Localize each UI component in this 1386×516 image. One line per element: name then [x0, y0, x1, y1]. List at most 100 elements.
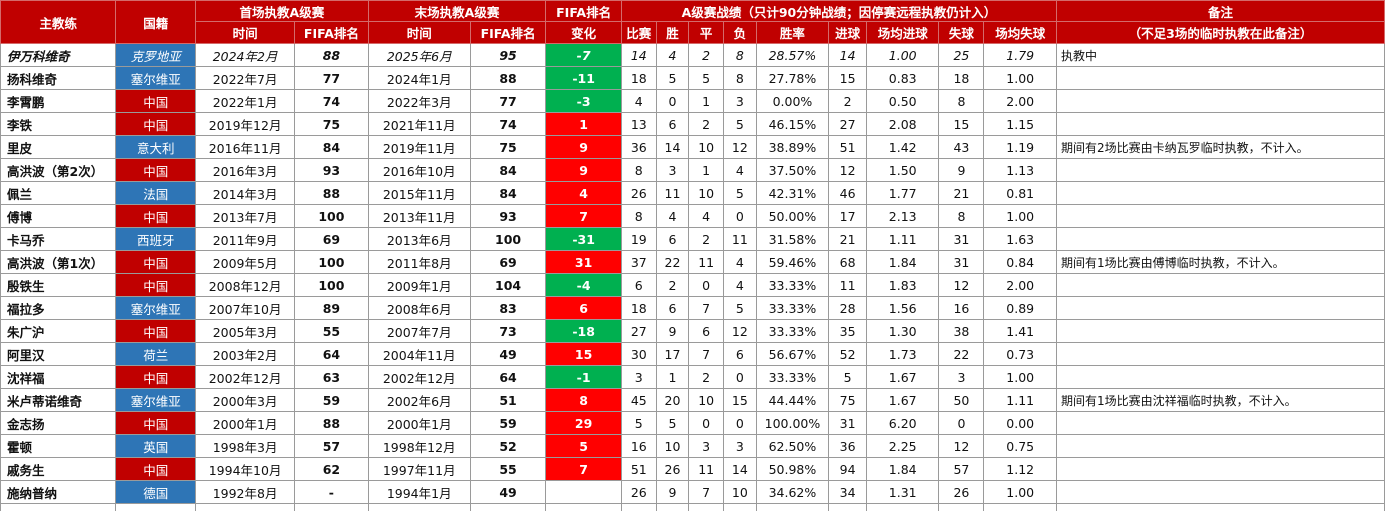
last-rank-cell: 84 — [469, 181, 547, 205]
draws-cell: 2 — [688, 112, 725, 136]
goals-against-cell: 57 — [938, 457, 985, 481]
table-row: 阿里汉 荷兰 2003年2月 64 2004年11月 49 15 30 17 7 6 56.67% 52… — [0, 342, 1385, 366]
last-rank-cell: 73 — [469, 319, 547, 343]
goals-for-cell: 36 — [828, 434, 867, 458]
table-row: 霍顿 英国 1998年3月 57 1998年12月 52 5 16 10 3 3 62.50% 36 2.… — [0, 434, 1385, 458]
last-rank-cell: 51 — [469, 388, 547, 412]
first-rank-cell: 63 — [294, 365, 369, 389]
losses-cell: 5 — [723, 181, 757, 205]
last-time-cell: 2011年8月 — [367, 250, 471, 274]
last-rank-cell: 55 — [469, 457, 547, 481]
coach-name-cell: 高洪波（第2次） — [0, 158, 117, 182]
rank-change-cell — [545, 480, 622, 504]
nationality-cell: 克罗地亚 — [115, 43, 197, 67]
avg-goals-against-cell: 1.79 — [983, 43, 1058, 67]
coach-name-cell: 高洪波（第1次） — [0, 250, 117, 274]
last-rank-cell: 59 — [469, 411, 547, 435]
table-body: 伊万科维奇 克罗地亚 2024年2月 88 2025年6月 95 -7 14 4 2 8 28.57%… — [0, 43, 1385, 511]
nationality-cell: 塞尔维亚 — [115, 296, 197, 320]
coach-name-cell: 米卢蒂诺维奇 — [0, 388, 117, 412]
last-rank-cell: 93 — [469, 204, 547, 228]
matches-cell: 13 — [620, 112, 657, 136]
col-header-win-rate: 胜率 — [755, 21, 830, 44]
last-time-cell: 2007年7月 — [367, 319, 471, 343]
matches-cell: 45 — [620, 388, 657, 412]
losses-cell: 6 — [723, 342, 757, 366]
losses-cell: 4 — [723, 273, 757, 297]
draws-cell: 4 — [688, 204, 725, 228]
draws-cell: 10 — [688, 388, 725, 412]
first-rank-cell: 100 — [294, 204, 369, 228]
first-time-cell: 2005年3月 — [195, 319, 296, 343]
avg-goals-for-cell: 1.83 — [865, 273, 940, 297]
last-rank-cell: 49 — [469, 480, 547, 504]
note-cell — [1056, 319, 1385, 343]
goals-for-cell: 94 — [828, 457, 867, 481]
win-rate-cell: 56.67% — [755, 342, 830, 366]
empty-cell — [620, 503, 657, 511]
last-time-cell: 1994年1月 — [367, 480, 471, 504]
note-cell — [1056, 411, 1385, 435]
group-header-note: 备注 — [1056, 0, 1385, 22]
losses-cell: 8 — [723, 43, 757, 67]
losses-cell: 0 — [723, 411, 757, 435]
win-rate-cell: 34.62% — [755, 480, 830, 504]
goals-against-cell: 8 — [938, 204, 985, 228]
win-rate-cell: 59.46% — [755, 250, 830, 274]
avg-goals-against-cell: 1.00 — [983, 66, 1058, 90]
last-rank-cell: 49 — [469, 342, 547, 366]
losses-cell: 12 — [723, 135, 757, 159]
note-cell — [1056, 434, 1385, 458]
note-cell — [1056, 296, 1385, 320]
last-rank-cell: 100 — [469, 227, 547, 251]
first-rank-cell: 93 — [294, 158, 369, 182]
first-time-cell: 2003年2月 — [195, 342, 296, 366]
last-time-cell: 2013年6月 — [367, 227, 471, 251]
last-time-cell: 2024年1月 — [367, 66, 471, 90]
first-rank-cell: 75 — [294, 112, 369, 136]
win-rate-cell: 31.58% — [755, 227, 830, 251]
matches-cell: 26 — [620, 480, 657, 504]
group-header-record: A级赛战绩（只计90分钟战绩；因停赛远程执教仍计入） — [620, 0, 1058, 22]
last-time-cell: 2016年10月 — [367, 158, 471, 182]
first-time-cell: 2011年9月 — [195, 227, 296, 251]
avg-goals-for-cell: 1.77 — [865, 181, 940, 205]
rank-change-cell: -4 — [545, 273, 622, 297]
first-time-cell: 2022年1月 — [195, 89, 296, 113]
losses-cell: 3 — [723, 434, 757, 458]
table-row: 施纳普纳 德国 1992年8月 -1994年1月 49 26 9 7 10 34.62% 34 1.3… — [0, 480, 1385, 504]
rank-change-cell: 1 — [545, 112, 622, 136]
coach-name-cell: 卡马乔 — [0, 227, 117, 251]
coach-name-cell: 霍顿 — [0, 434, 117, 458]
nationality-cell: 中国 — [115, 273, 197, 297]
wins-cell: 2 — [655, 273, 690, 297]
avg-goals-for-cell: 0.83 — [865, 66, 940, 90]
empty-cell — [655, 503, 690, 511]
rank-change-cell: -1 — [545, 365, 622, 389]
nationality-cell: 德国 — [115, 480, 197, 504]
nationality-cell: 中国 — [115, 89, 197, 113]
last-rank-cell: 64 — [469, 365, 547, 389]
col-header-first-time: 时间 — [195, 21, 296, 44]
table-row: 戚务生 中国 1994年10月 62 1997年11月 55 7 51 26 11 14 50.98%… — [0, 457, 1385, 481]
last-rank-cell: 95 — [469, 43, 547, 67]
rank-change-cell: 9 — [545, 135, 622, 159]
losses-cell: 14 — [723, 457, 757, 481]
note-cell — [1056, 480, 1385, 504]
draws-cell: 0 — [688, 411, 725, 435]
coach-name-cell: 施纳普纳 — [0, 480, 117, 504]
nationality-cell: 塞尔维亚 — [115, 66, 197, 90]
first-time-cell: 2009年5月 — [195, 250, 296, 274]
note-cell — [1056, 66, 1385, 90]
empty-cell — [723, 503, 757, 511]
draws-cell: 0 — [688, 273, 725, 297]
empty-cell — [938, 503, 985, 511]
empty-cell — [0, 503, 117, 511]
last-time-cell: 2022年3月 — [367, 89, 471, 113]
nationality-cell: 塞尔维亚 — [115, 388, 197, 412]
draws-cell: 10 — [688, 135, 725, 159]
coach-name-cell: 沈祥福 — [0, 365, 117, 389]
avg-goals-against-cell: 1.00 — [983, 365, 1058, 389]
avg-goals-against-cell: 0.81 — [983, 181, 1058, 205]
first-rank-cell: - — [294, 480, 369, 504]
